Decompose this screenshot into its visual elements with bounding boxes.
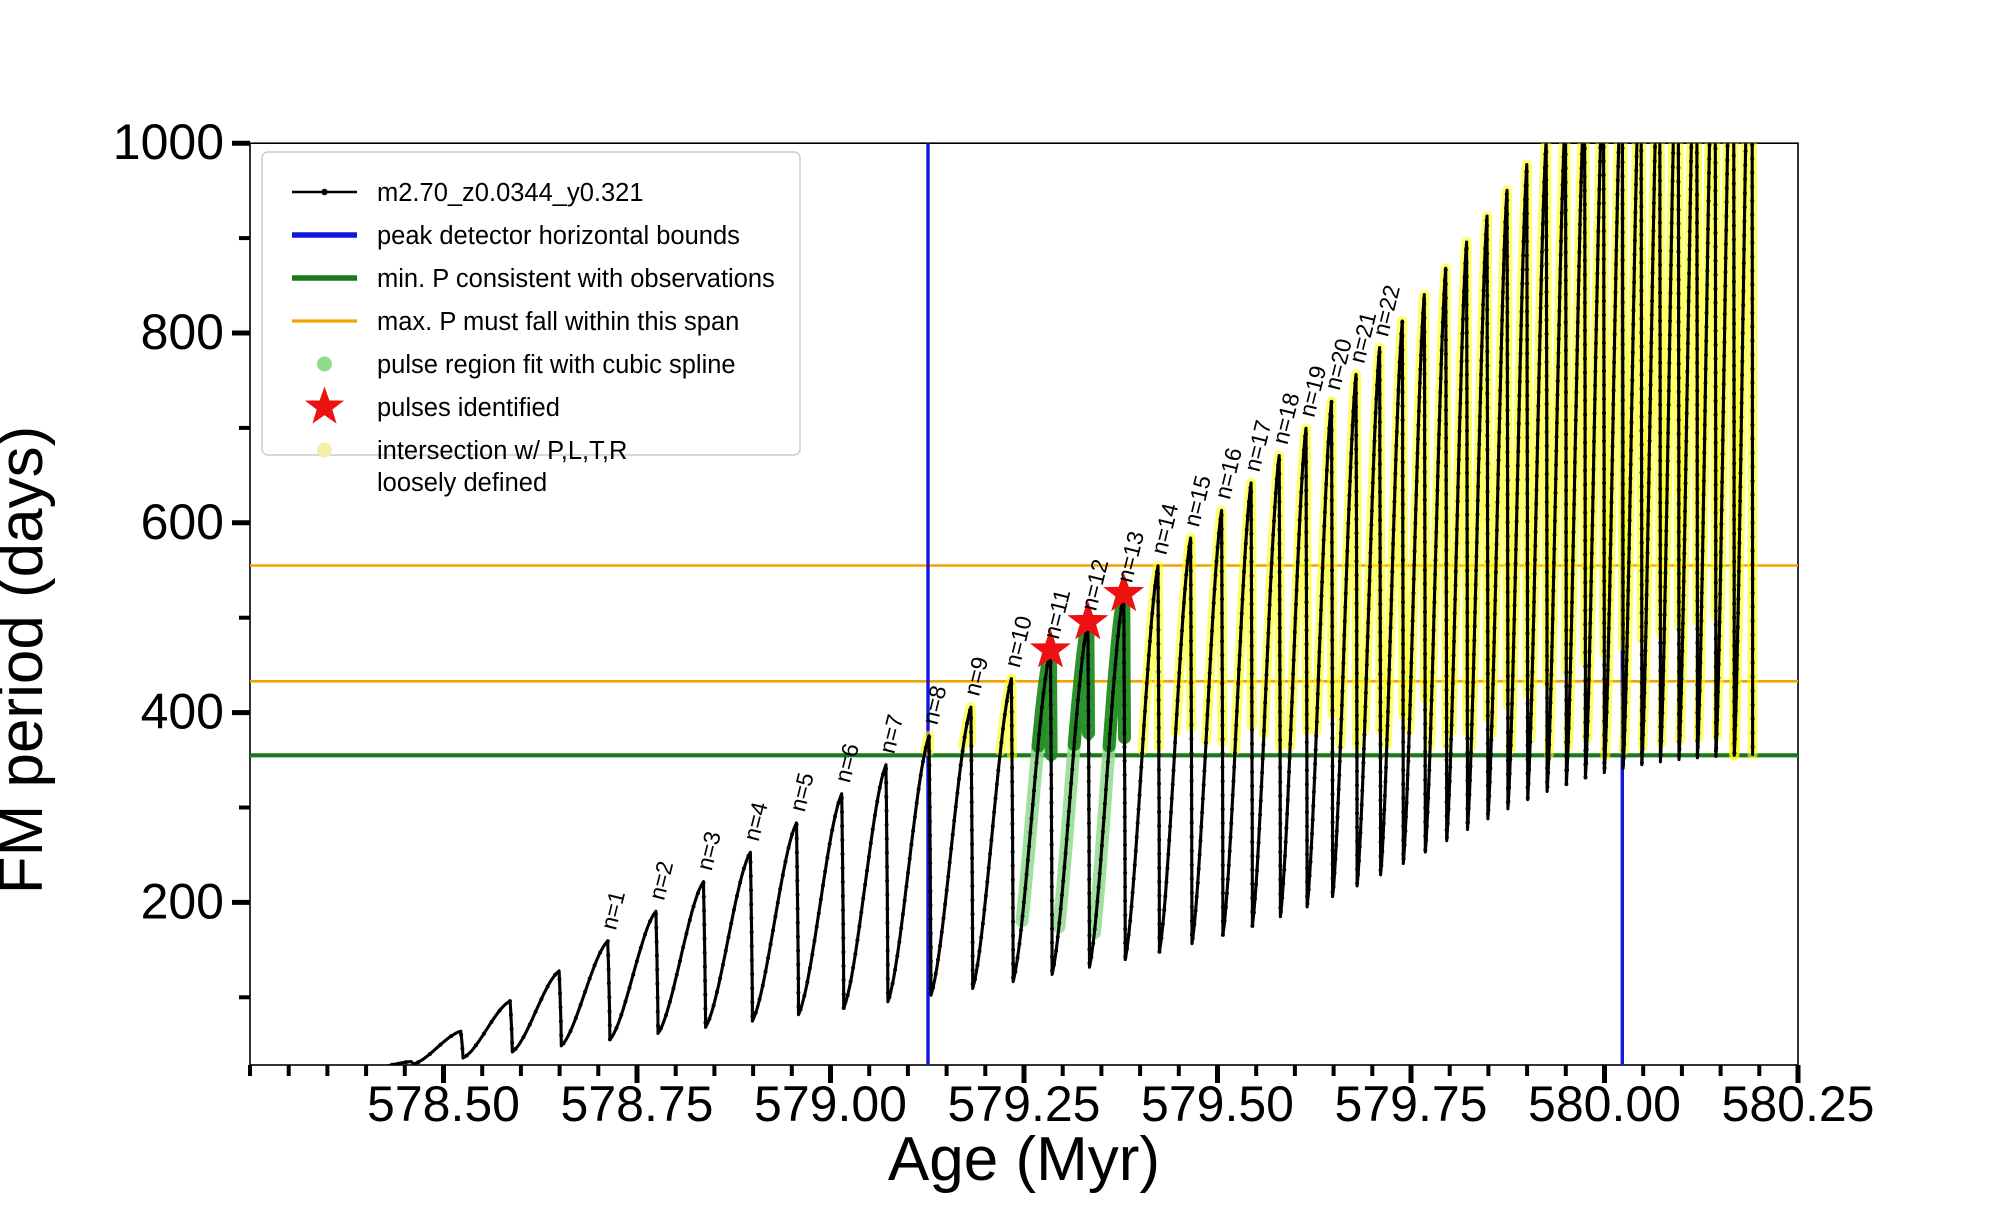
svg-text:600: 600 [141, 494, 224, 550]
svg-text:800: 800 [141, 304, 224, 360]
svg-text:400: 400 [141, 684, 224, 740]
svg-text:580.00: 580.00 [1528, 1076, 1681, 1132]
svg-text:Age (Myr): Age (Myr) [888, 1125, 1160, 1194]
svg-text:579.50: 579.50 [1141, 1076, 1294, 1132]
svg-text:m2.70_z0.0344_y0.321: m2.70_z0.0344_y0.321 [377, 179, 644, 207]
svg-text:579.00: 579.00 [754, 1076, 907, 1132]
svg-text:pulse region fit with cubic sp: pulse region fit with cubic spline [377, 351, 736, 379]
svg-text:pulses identified: pulses identified [377, 394, 560, 422]
svg-text:579.25: 579.25 [948, 1076, 1101, 1132]
svg-text:FM period (days): FM period (days) [0, 426, 56, 895]
svg-text:578.50: 578.50 [367, 1076, 520, 1132]
svg-text:max. P must fall within this s: max. P must fall within this span [377, 308, 739, 336]
svg-text:579.75: 579.75 [1335, 1076, 1488, 1132]
svg-text:578.75: 578.75 [561, 1076, 714, 1132]
svg-text:peak detector horizontal bound: peak detector horizontal bounds [377, 222, 740, 250]
svg-text:200: 200 [141, 873, 224, 929]
svg-text:loosely defined: loosely defined [377, 469, 547, 497]
svg-text:1000: 1000 [113, 114, 224, 170]
svg-text:580.25: 580.25 [1722, 1076, 1875, 1132]
svg-text:intersection w/ P,L,T,R: intersection w/ P,L,T,R [377, 437, 627, 465]
svg-text:min. P consistent with observa: min. P consistent with observations [377, 265, 775, 293]
